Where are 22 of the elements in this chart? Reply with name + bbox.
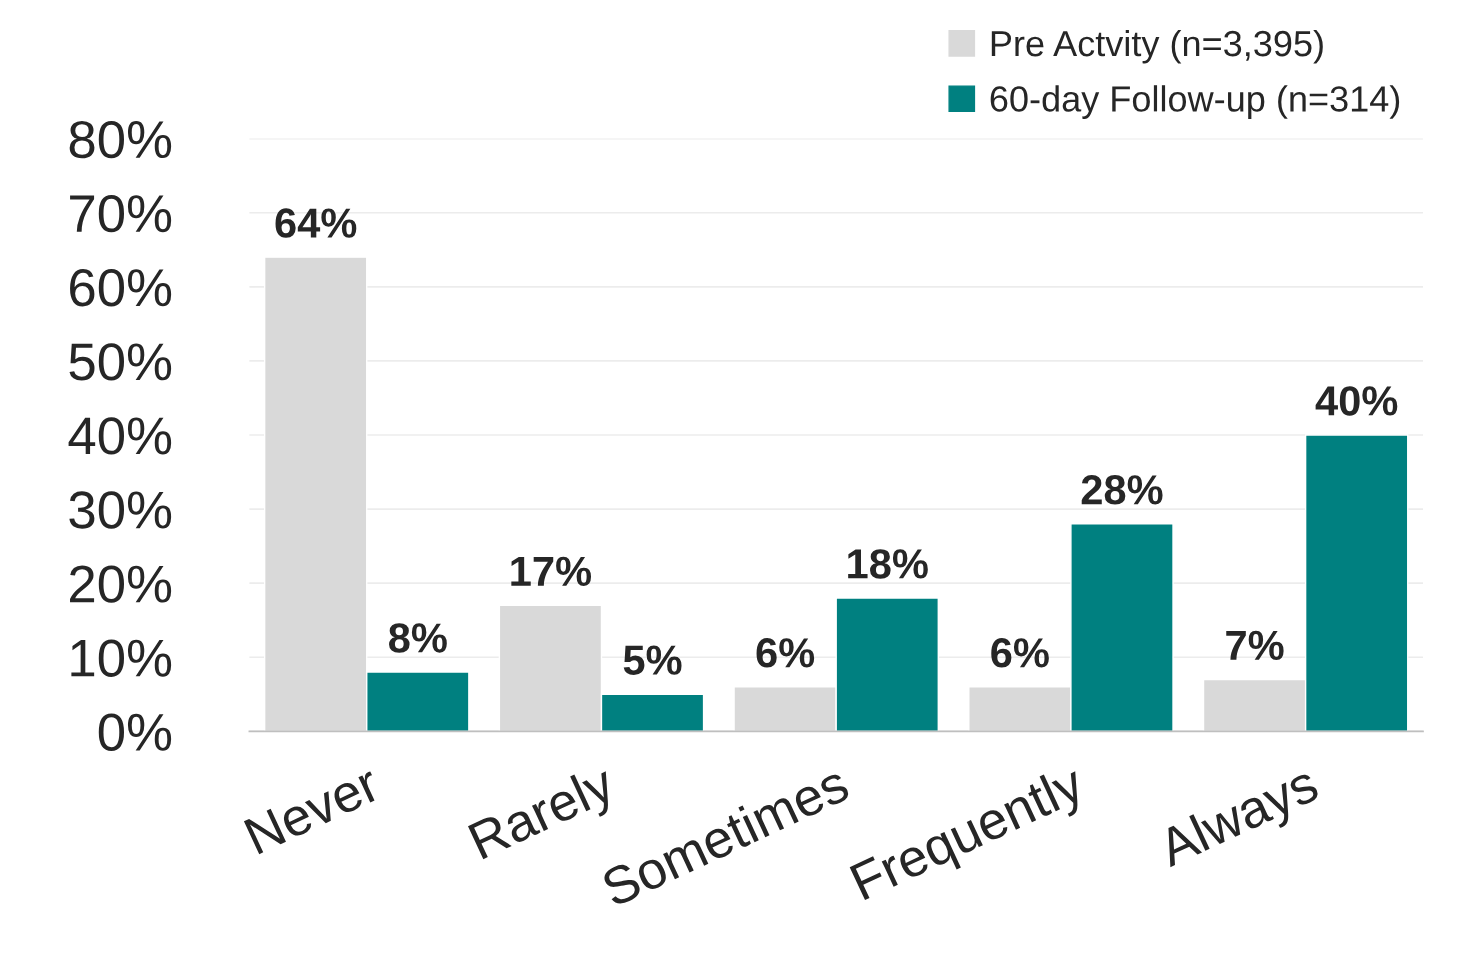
legend-label: 60-day Follow-up (n=314)	[990, 85, 1400, 119]
y-tick-label: 20%	[70, 565, 172, 603]
data-label: 40%	[1315, 386, 1398, 416]
y-tick-label: 70%	[70, 194, 172, 233]
data-label: 28%	[1081, 475, 1163, 505]
data-label: 8%	[389, 623, 447, 653]
data-label: 17%	[511, 556, 592, 586]
data-label: 18%	[848, 549, 928, 579]
x-tick-label: Never	[243, 764, 383, 855]
data-label: 7%	[1226, 630, 1284, 661]
y-tick-label: 10%	[71, 639, 172, 677]
legend-label: Pre Actvity (n=3,395)	[991, 29, 1323, 64]
y-tick-label: 30%	[69, 491, 172, 529]
y-tick-label: 40%	[68, 417, 172, 455]
data-label: 6%	[991, 638, 1049, 668]
y-tick-label: 0%	[98, 713, 172, 751]
data-label: 64%	[275, 208, 357, 238]
y-tick-label: 60%	[70, 269, 172, 307]
data-label: 5%	[623, 645, 682, 675]
y-tick-label: 80%	[69, 120, 172, 159]
y-tick-label: 50%	[69, 343, 172, 381]
data-label: 6%	[756, 638, 815, 668]
